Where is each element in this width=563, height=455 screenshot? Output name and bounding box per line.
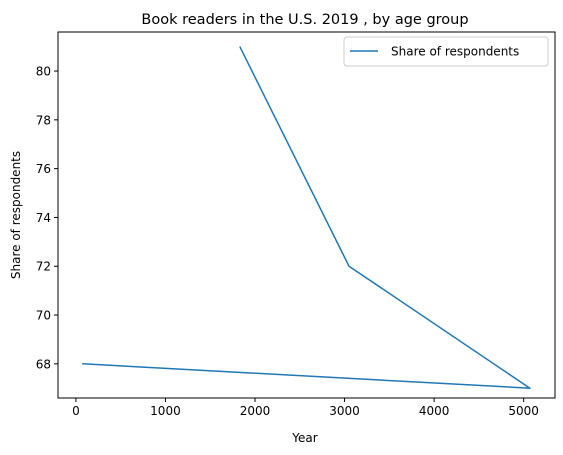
x-tick-label: 5000 (508, 404, 539, 418)
x-tick-label: 3000 (329, 404, 360, 418)
y-axis-label: Share of respondents (9, 151, 23, 279)
x-axis-label: Year (291, 431, 317, 445)
y-tick-label: 68 (36, 357, 51, 371)
y-tick-label: 72 (36, 260, 51, 274)
y-tick-label: 76 (36, 162, 51, 176)
x-tick-label: 1000 (150, 404, 181, 418)
x-tick-label: 0 (72, 404, 80, 418)
legend: Share of respondents (344, 37, 548, 66)
chart-title: Book readers in the U.S. 2019 , by age g… (141, 12, 468, 28)
y-tick-label: 80 (36, 65, 51, 79)
y-tick-label: 78 (36, 113, 51, 127)
x-tick-label: 4000 (419, 404, 450, 418)
y-tick-label: 74 (36, 211, 51, 225)
legend-label: Share of respondents (391, 45, 519, 59)
y-tick-label: 70 (36, 309, 51, 323)
x-tick-label: 2000 (240, 404, 271, 418)
